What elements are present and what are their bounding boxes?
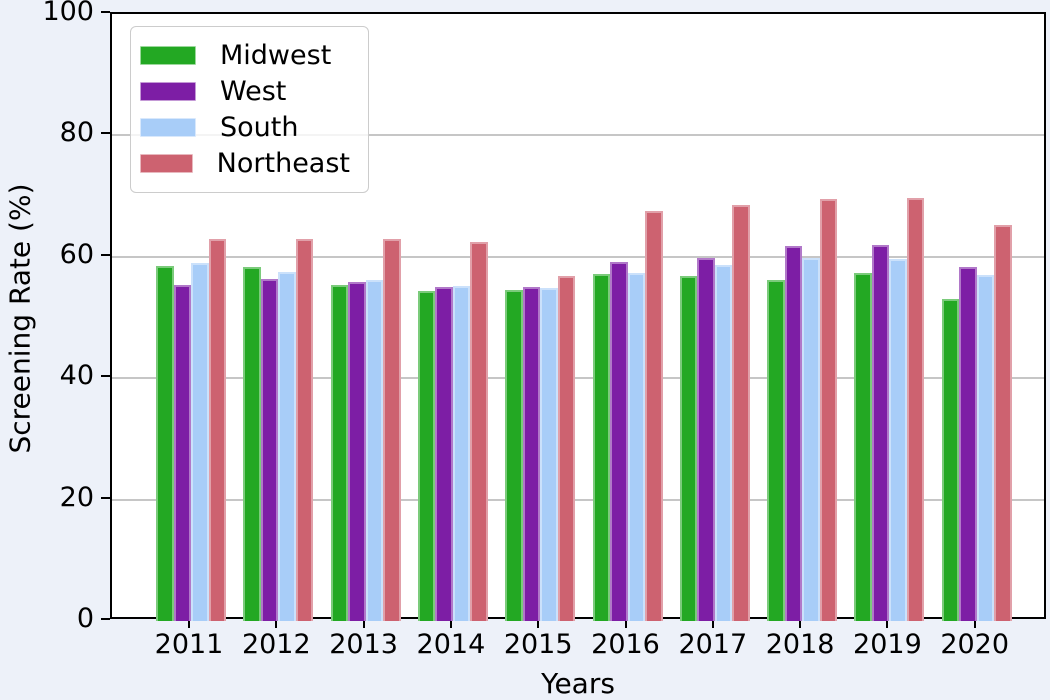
ytick-mark-100: [101, 11, 110, 13]
ytick-mark-20: [101, 496, 110, 499]
legend-item-midwest: Midwest: [140, 37, 350, 73]
y-axis-label: Screening Rate (%): [3, 182, 37, 454]
ytick-label-100: 100: [42, 0, 94, 27]
legend-label-northeast: Northeast: [216, 148, 350, 180]
bar-northeast-2013: [383, 238, 401, 621]
legend-swatch-midwest: [140, 45, 196, 65]
xtick-label-2016: 2016: [591, 629, 660, 660]
ytick-label-20: 20: [59, 481, 94, 513]
bar-midwest-2012: [243, 266, 261, 621]
bar-northeast-2016: [645, 211, 663, 621]
bar-south-2016: [627, 272, 645, 621]
ytick-label-60: 60: [59, 238, 94, 270]
gridline-y-40: [112, 377, 1044, 380]
ytick-label-80: 80: [59, 117, 94, 149]
bar-midwest-2014: [417, 290, 436, 621]
xtick-mark-2013: [362, 619, 365, 628]
bar-midwest-2018: [767, 279, 785, 621]
xtick-mark-2011: [188, 619, 190, 628]
bar-midwest-2015: [505, 290, 523, 621]
bar-south-2014: [452, 285, 471, 621]
bar-northeast-2014: [470, 242, 488, 621]
bar-south-2017: [714, 264, 733, 621]
bar-south-2018: [802, 258, 820, 621]
xtick-label-2017: 2017: [678, 629, 748, 660]
legend-swatch-west: [140, 81, 196, 101]
bar-northeast-2019: [906, 197, 925, 621]
legend: Midwest West South Northeast: [130, 26, 369, 193]
bar-midwest-2013: [330, 284, 349, 621]
bar-south-2012: [278, 271, 296, 621]
gridline-y-60: [112, 255, 1044, 258]
ytick-mark-40: [101, 375, 110, 378]
legend-label-midwest: Midwest: [220, 39, 332, 71]
bar-midwest-2020: [941, 298, 960, 621]
bar-northeast-2012: [295, 239, 314, 621]
xtick-mark-2018: [799, 619, 802, 628]
xtick-mark-2019: [886, 619, 889, 628]
bar-midwest-2017: [679, 275, 698, 621]
legend-label-south: South: [220, 112, 299, 144]
ytick-mark-0: [101, 618, 110, 620]
bar-northeast-2018: [819, 198, 838, 621]
xtick-mark-2017: [711, 619, 714, 628]
bar-west-2018: [784, 246, 803, 621]
bar-west-2016: [610, 262, 628, 621]
xtick-label-2013: 2013: [329, 629, 398, 660]
bar-south-2013: [365, 280, 384, 621]
legend-item-northeast: Northeast: [140, 146, 350, 182]
ytick-label-40: 40: [59, 360, 94, 392]
legend-item-south: South: [140, 110, 350, 146]
bar-northeast-2015: [557, 275, 576, 621]
ytick-mark-80: [101, 132, 110, 135]
legend-label-west: West: [220, 75, 287, 107]
plot-area: Midwest West South Northeast: [110, 12, 1046, 621]
bar-south-2015: [540, 287, 558, 621]
bar-midwest-2016: [592, 274, 610, 621]
xtick-mark-2012: [275, 619, 278, 628]
legend-item-west: West: [140, 73, 350, 109]
bar-west-2014: [435, 286, 453, 621]
bar-northeast-2011: [208, 239, 226, 621]
xtick-label-2012: 2012: [241, 629, 311, 660]
xtick-mark-2016: [624, 619, 627, 628]
bar-west-2017: [697, 258, 715, 621]
xtick-label-2014: 2014: [416, 629, 486, 660]
bar-midwest-2011: [156, 265, 174, 621]
ytick-mark-60: [101, 253, 110, 256]
bar-west-2015: [522, 286, 541, 621]
xtick-mark-2015: [537, 619, 540, 628]
bar-south-2019: [889, 258, 907, 621]
bar-west-2011: [173, 284, 191, 621]
bar-northeast-2020: [994, 224, 1012, 621]
gridline-y-20: [112, 498, 1044, 501]
xtick-label-2018: 2018: [765, 629, 835, 660]
xtick-mark-2020: [973, 619, 976, 628]
bar-northeast-2017: [732, 204, 750, 621]
xtick-label-2019: 2019: [853, 629, 922, 660]
bar-west-2012: [260, 279, 279, 621]
bar-west-2020: [959, 267, 977, 621]
bar-south-2020: [976, 275, 995, 621]
xtick-label-2015: 2015: [503, 629, 573, 660]
bar-south-2011: [191, 262, 209, 621]
bar-west-2019: [871, 244, 890, 621]
x-axis-label: Years: [541, 667, 615, 700]
xtick-label-2020: 2020: [940, 629, 1010, 660]
xtick-mark-2014: [449, 619, 452, 628]
bar-west-2013: [348, 282, 366, 621]
ytick-label-0: 0: [76, 603, 94, 634]
xtick-label-2011: 2011: [154, 629, 224, 660]
legend-swatch-northeast: [140, 154, 193, 174]
bar-midwest-2019: [854, 273, 872, 621]
gridline-y-80: [112, 134, 1044, 137]
legend-swatch-south: [140, 118, 196, 138]
